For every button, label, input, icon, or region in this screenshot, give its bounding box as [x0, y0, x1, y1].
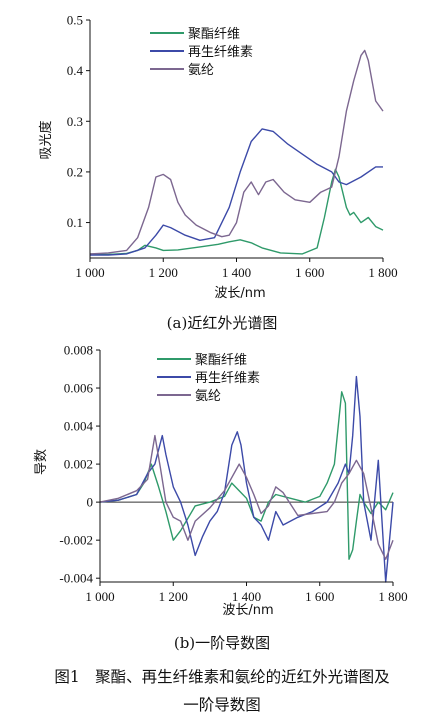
figure-caption-line-2: 一阶导数图 — [183, 696, 261, 714]
nir-spectrum-legend: 聚酯纤维 再生纤维素 氨纶 — [150, 27, 253, 78]
nir-spectrum-series-polyester — [89, 168, 384, 256]
first-derivative-series-spandex — [99, 434, 394, 560]
first-derivative-legend: 聚酯纤维 再生纤维素 氨纶 — [157, 353, 260, 404]
nir-spectrum-series-group — [89, 49, 384, 256]
first-derivative-series-polyester — [99, 391, 394, 560]
legend-label-spandex: 氨纶 — [195, 389, 221, 404]
nir-spectrum-x-tick-label: 1 000 — [75, 265, 104, 280]
nir-spectrum-y-tick-label: 0.2 — [67, 164, 83, 179]
first-derivative-series-group — [99, 375, 394, 583]
nir-spectrum-series-spandex — [89, 49, 384, 255]
first-derivative-y-tick-label: 0.004 — [64, 419, 94, 434]
first-derivative-x-tick-label: 1 600 — [305, 589, 334, 604]
nir-spectrum-x-tick-label: 1 400 — [222, 265, 251, 280]
first-derivative-subtitle: (b)一阶导数图 — [174, 634, 270, 652]
first-derivative-y-tick-label: 0.006 — [64, 381, 94, 396]
first-derivative-chart: 1 000 1 200 1 400 1 600 1 800 -0.004 -0.002 0 0.… — [34, 343, 408, 653]
nir-spectrum-ticks-group: 1 000 1 200 1 400 1 600 1 800 0.1 0.2 0.3 0.4 0.5 — [67, 13, 398, 281]
legend-label-viscose: 再生纤维素 — [195, 371, 260, 386]
nir-spectrum-chart: 1 000 1 200 1 400 1 600 1 800 0.1 0.2 0.3 0.4 0.5… — [38, 13, 398, 333]
nir-spectrum-series-viscose — [90, 128, 383, 256]
first-derivative-x-tick-label: 1 400 — [232, 589, 261, 604]
first-derivative-y-tick-label: -0.002 — [59, 533, 93, 548]
first-derivative-series-viscose — [99, 375, 394, 583]
legend-label-viscose: 再生纤维素 — [188, 45, 253, 60]
nir-spectrum-y-tick-label: 0.1 — [67, 215, 83, 230]
nir-spectrum-x-tick-label: 1 200 — [149, 265, 178, 280]
first-derivative-x-tick-label: 1 200 — [159, 589, 188, 604]
first-derivative-y-tick-label: 0.008 — [64, 343, 93, 358]
legend-label-polyester: 聚酯纤维 — [188, 27, 240, 42]
legend-label-spandex: 氨纶 — [188, 63, 214, 78]
nir-spectrum-subtitle: (a)近红外光谱图 — [167, 314, 278, 332]
first-derivative-y-tick-label: 0 — [87, 495, 94, 510]
nir-spectrum-y-tick-label: 0.5 — [67, 13, 83, 28]
first-derivative-x-axis-title: 波长/nm — [222, 603, 273, 618]
first-derivative-x-tick-label: 1 000 — [85, 589, 114, 604]
figure-caption-line-1: 图1 聚酯、再生纤维素和氨纶的近红外光谱图及 — [54, 668, 389, 686]
first-derivative-y-axis-title: 导数 — [34, 449, 49, 475]
first-derivative-y-tick-label: 0.002 — [64, 457, 93, 472]
nir-spectrum-x-axis-title: 波长/nm — [214, 286, 265, 301]
first-derivative-ticks-group: 1 000 1 200 1 400 1 600 1 800 -0.004 -0.002 0 0.… — [59, 343, 407, 605]
nir-spectrum-y-tick-label: 0.4 — [67, 63, 84, 78]
first-derivative-x-tick-label: 1 800 — [378, 589, 407, 604]
nir-spectrum-x-tick-label: 1 800 — [368, 265, 397, 280]
first-derivative-y-tick-label: -0.004 — [59, 571, 93, 586]
nir-spectrum-y-axis-title: 吸光度 — [38, 120, 54, 159]
legend-label-polyester: 聚酯纤维 — [195, 353, 247, 368]
nir-spectrum-x-tick-label: 1 600 — [295, 265, 324, 280]
nir-spectrum-y-tick-label: 0.3 — [67, 114, 83, 129]
